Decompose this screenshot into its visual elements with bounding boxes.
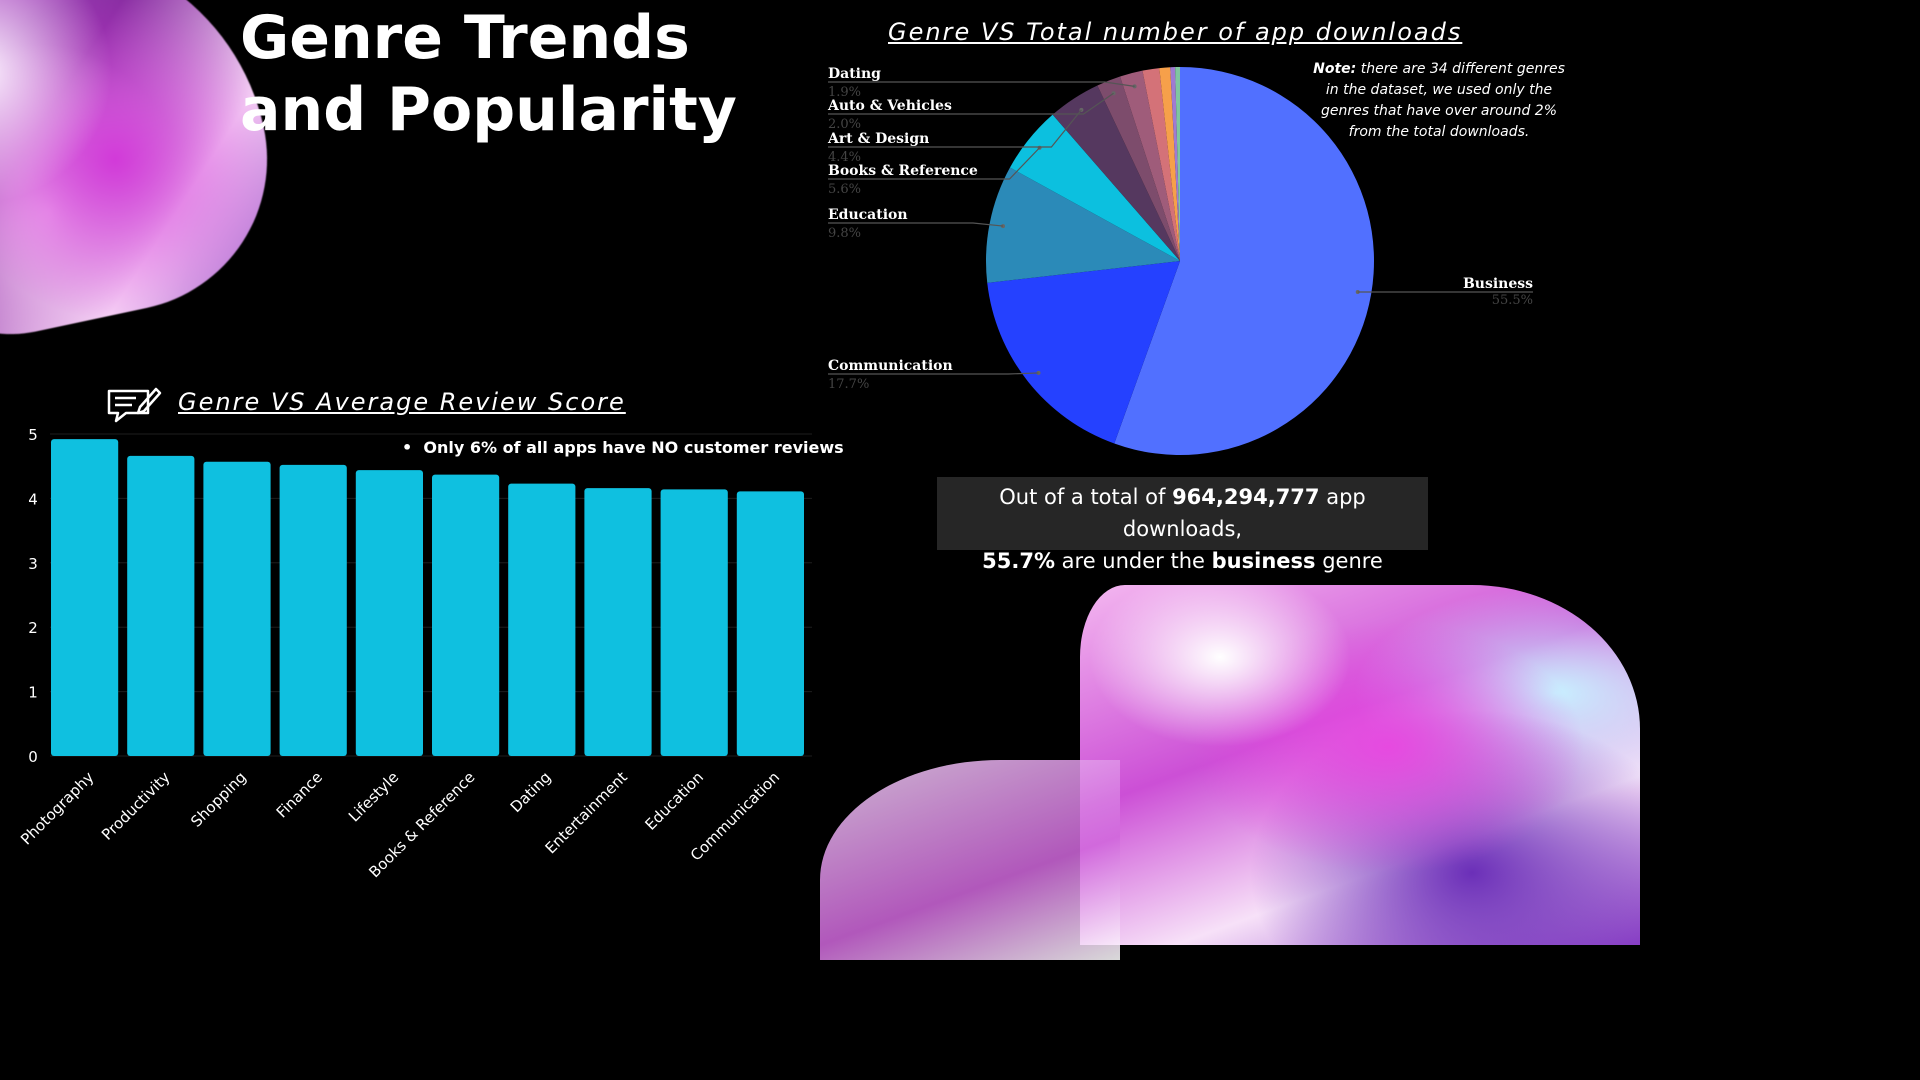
bar-shopping — [203, 461, 271, 756]
bullet-note: • Only 6% of all apps have NO customer r… — [402, 438, 844, 457]
pie-label-auto-and-vehicles: Auto & Vehicles — [827, 98, 952, 114]
bar-dating — [508, 483, 576, 756]
pie-label-education: Education — [828, 207, 908, 223]
bar-x-tick-label: Dating — [507, 768, 555, 816]
pie-slice-other-7 — [1142, 68, 1180, 261]
bar-y-tick-label: 0 — [28, 748, 38, 766]
pie-label-business: Business — [1463, 276, 1533, 292]
pie-label-dating: Dating — [828, 66, 881, 82]
bar-productivity — [127, 455, 195, 756]
bar-y-tick-label: 2 — [28, 619, 38, 637]
pie-label-books-and-reference: Books & Reference — [828, 163, 978, 179]
pie-leader-line — [828, 222, 1004, 227]
summary-total: 964,294,777 — [1172, 485, 1320, 509]
pie-label-dot — [1036, 370, 1041, 375]
pie-slice-communication — [987, 261, 1180, 444]
summary-box: Out of a total of 964,294,777 app downlo… — [937, 477, 1428, 573]
decorative-blob-bottom-right-edge — [820, 760, 1120, 960]
bar-lifestyle — [355, 470, 423, 756]
bar-books-and-reference — [432, 474, 500, 756]
pie-pct-communication: 17.7% — [828, 377, 869, 392]
bar-x-tick-label: Lifestyle — [345, 768, 402, 825]
pie-slice-books-and-reference — [1009, 114, 1180, 261]
summary-text-3: are under the — [1055, 549, 1212, 573]
summary-text-1: Out of a total of — [999, 485, 1173, 509]
summary-pct: 55.7% — [982, 549, 1055, 573]
bar-x-tick-label: Education — [641, 768, 707, 834]
pie-slice-education — [986, 167, 1180, 283]
pie-leader-line — [828, 372, 1039, 375]
pie-leader-line — [828, 147, 1040, 180]
note-label: Note: — [1313, 61, 1357, 77]
pie-leader-line — [828, 81, 1135, 87]
bar-x-tick-label: Photography — [17, 768, 97, 848]
pie-slice-dating — [1120, 70, 1180, 261]
pie-pct-business: 55.5% — [1492, 293, 1533, 308]
bar-chart: 0 1 2 3 4 5 Photography Productivity Shopping Fin… — [17, 426, 812, 881]
bar-y-tick-label: 3 — [28, 555, 38, 573]
bar-x-tick-label: Shopping — [187, 768, 250, 831]
bar-entertainment — [584, 488, 652, 756]
bar-finance — [279, 464, 347, 756]
summary-text-4: genre — [1315, 549, 1383, 573]
note-body: there are 34 different genres in the dat… — [1320, 61, 1565, 140]
pie-pct-auto-and-vehicles: 2.0% — [828, 117, 861, 132]
bar-y-tick-label: 1 — [28, 684, 38, 702]
note-text: Note: there are 34 different genres in t… — [1312, 59, 1566, 143]
pie-pct-education: 9.8% — [828, 226, 861, 241]
bar-photography — [51, 439, 119, 756]
bar-education — [660, 489, 728, 756]
pie-slice-auto-and-vehicles — [1097, 76, 1180, 262]
bar-y-tick-label: 5 — [28, 426, 38, 444]
decorative-blob-bottom-right — [1080, 585, 1640, 945]
summary-text-2: app downloads, — [1122, 485, 1366, 541]
pie-chart-title: Genre VS Total number of app downloads — [888, 18, 1463, 46]
pie-slice-other-10 — [1175, 67, 1180, 261]
pie-slice-business — [1114, 67, 1374, 455]
pie-pct-art-and-design: 4.4% — [828, 150, 861, 165]
pie-label-communication: Communication — [828, 358, 953, 374]
pie-slice-other-8 — [1159, 67, 1180, 262]
bar-x-tick-label: Productivity — [98, 768, 174, 844]
pie-leader-line — [828, 92, 1114, 115]
pie-label-art-and-design: Art & Design — [827, 131, 929, 147]
pie-slice-other-9 — [1170, 67, 1180, 261]
bar-x-tick-label: Finance — [273, 768, 326, 821]
bar-x-tick-label: Entertainment — [542, 768, 631, 857]
page-title: Genre Trends and Popularity — [240, 3, 737, 145]
summary-genre: business — [1211, 549, 1316, 573]
comment-icon — [107, 387, 162, 423]
bar-chart-title: Genre VS Average Review Score — [178, 388, 626, 416]
bullet-note-text: Only 6% of all apps have NO customer rev… — [423, 438, 844, 457]
pie-leader-line — [828, 109, 1082, 148]
pie-slice-art-and-design — [1052, 85, 1180, 261]
pie-pct-books-and-reference: 5.6% — [828, 182, 861, 197]
pie-pct-dating: 1.9% — [828, 85, 861, 100]
bar-communication — [736, 491, 804, 756]
bar-y-tick-label: 4 — [28, 490, 38, 508]
